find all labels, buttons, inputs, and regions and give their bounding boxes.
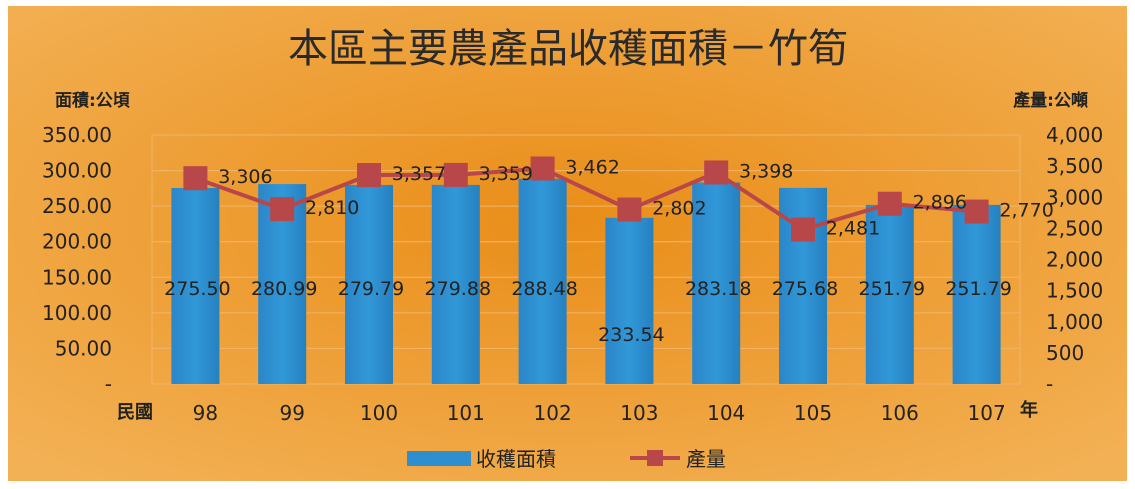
y2-tick-label: 2,500 bbox=[1046, 216, 1103, 240]
bar bbox=[692, 182, 741, 384]
line-marker bbox=[443, 162, 468, 187]
y2-axis-label: 產量:公噸 bbox=[1013, 90, 1088, 111]
bar-data-label: 288.48 bbox=[511, 278, 577, 300]
line-data-label: 3,398 bbox=[739, 160, 793, 182]
bar-data-label: 251.79 bbox=[859, 278, 925, 300]
bar-data-label: 283.18 bbox=[685, 278, 751, 300]
x-tick-label: 99 bbox=[279, 401, 304, 425]
bar bbox=[605, 217, 654, 384]
x-tick-label: 100 bbox=[360, 401, 398, 425]
line-marker bbox=[617, 197, 642, 222]
y2-tick-label: 2,000 bbox=[1046, 248, 1103, 272]
line-data-label: 2,896 bbox=[913, 192, 967, 214]
x-tick-label: 103 bbox=[620, 401, 658, 425]
y-tick-label: - bbox=[105, 372, 112, 396]
bar-data-label: 280.99 bbox=[251, 278, 317, 300]
x-tick-label: 98 bbox=[193, 401, 218, 425]
chart-title: 本區主要農產品收穫面積－竹筍 bbox=[288, 26, 848, 72]
line-marker bbox=[964, 199, 989, 224]
line-marker bbox=[183, 166, 208, 191]
bar-data-label: 275.68 bbox=[772, 278, 838, 300]
y2-tick-label: 3,000 bbox=[1046, 185, 1103, 209]
production-line bbox=[194, 166, 977, 232]
y2-tick-label: 4,000 bbox=[1046, 123, 1103, 147]
line-data-label: 2,481 bbox=[826, 218, 880, 240]
line-marker bbox=[357, 163, 381, 188]
y-tick-label: 100.00 bbox=[42, 301, 112, 325]
y2-tick-label: 3,500 bbox=[1046, 154, 1103, 178]
legend-swatch-area bbox=[407, 451, 471, 466]
line-marker bbox=[270, 197, 295, 222]
y-axis-label: 面積:公頃 bbox=[55, 90, 131, 111]
line-marker bbox=[791, 217, 815, 242]
legend-label-production: 產量 bbox=[686, 447, 726, 471]
line-data-label: 3,359 bbox=[479, 163, 533, 185]
bar-data-label: 251.79 bbox=[945, 278, 1011, 300]
x-tick-label: 105 bbox=[794, 401, 832, 425]
legend-label-area: 收穫面積 bbox=[476, 447, 556, 471]
bar-series-area: 275.50 280.99 279.79 279.88 288.48 233.54 283.… bbox=[164, 178, 1012, 384]
x-tick-label: 106 bbox=[881, 401, 919, 425]
bar-data-label: 279.79 bbox=[338, 278, 404, 300]
y-tick-label: 150.00 bbox=[42, 265, 112, 289]
line-data-label: 3,306 bbox=[218, 166, 272, 188]
y2-axis-ticks: - 500 1,000 1,500 2,000 2,500 3,000 3,500 4,000 bbox=[1046, 123, 1103, 396]
y-tick-label: 200.00 bbox=[42, 230, 112, 254]
y2-tick-label: 1,000 bbox=[1046, 310, 1103, 334]
line-marker bbox=[704, 160, 729, 185]
x-tick-label: 101 bbox=[447, 401, 485, 425]
legend-swatch-production-marker bbox=[647, 450, 663, 466]
x-axis-label-left: 民國 bbox=[117, 402, 153, 423]
bar bbox=[345, 184, 393, 384]
x-tick-label: 104 bbox=[707, 401, 745, 425]
y-axis-ticks: - 50.00 100.00 150.00 200.00 250.00 300.00 350.… bbox=[42, 123, 112, 396]
x-axis-label-right: 年 bbox=[1020, 399, 1038, 421]
line-data-label: 2,810 bbox=[305, 197, 359, 219]
y-tick-label: 250.00 bbox=[42, 194, 112, 218]
line-data-label: 2,802 bbox=[652, 198, 706, 220]
x-axis-ticks: 98 99 100 101 102 103 104 105 106 107 bbox=[193, 401, 1006, 425]
line-marker bbox=[877, 191, 902, 216]
bar-data-label: 233.54 bbox=[598, 324, 664, 346]
line-data-label: 3,357 bbox=[392, 163, 446, 185]
line-data-label: 3,462 bbox=[565, 156, 619, 178]
y-tick-label: 50.00 bbox=[55, 336, 112, 360]
y2-tick-label: 1,500 bbox=[1046, 279, 1103, 303]
bar bbox=[952, 204, 1001, 384]
bar-data-label: 279.88 bbox=[425, 278, 491, 300]
line-marker bbox=[530, 156, 555, 181]
bar bbox=[865, 204, 914, 384]
line-data-label: 2,770 bbox=[999, 200, 1053, 222]
bar-data-label: 275.50 bbox=[164, 278, 230, 300]
bar bbox=[171, 188, 220, 384]
y2-tick-label: - bbox=[1046, 372, 1053, 396]
x-tick-label: 102 bbox=[534, 401, 572, 425]
bar bbox=[431, 184, 480, 384]
line-series-production: 3,306 2,810 3,357 3,359 3,462 2,802 3,398 2,481… bbox=[183, 156, 1054, 242]
x-tick-label: 107 bbox=[968, 401, 1006, 425]
y-tick-label: 300.00 bbox=[42, 159, 112, 183]
legend: 收穫面積 產量 bbox=[407, 447, 726, 471]
y2-tick-label: 500 bbox=[1046, 341, 1084, 365]
bar bbox=[518, 178, 567, 384]
y-tick-label: 350.00 bbox=[42, 123, 112, 147]
